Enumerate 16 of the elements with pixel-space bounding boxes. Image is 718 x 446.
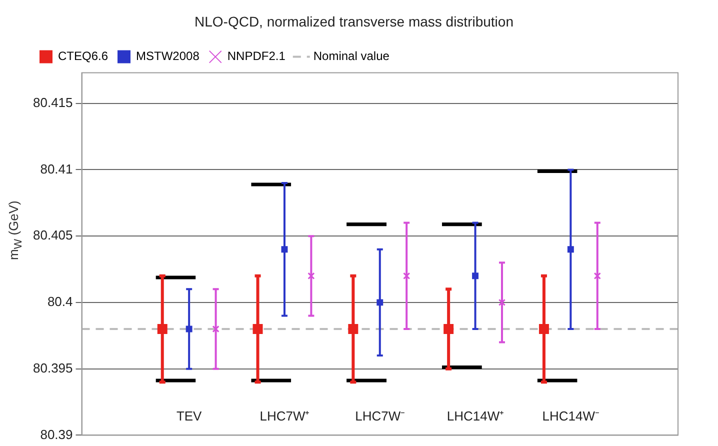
x-tick-label: LHC14W⁺ xyxy=(446,408,504,424)
legend-label: NNPDF2.1 xyxy=(227,49,286,64)
x-tick-label: LHC7W⁻ xyxy=(355,408,405,424)
y-tick-label: 80.39 xyxy=(40,426,73,442)
y-tick-label: 80.405 xyxy=(32,228,73,243)
x-tick-label: TEV xyxy=(176,408,202,424)
y-tick-label: 80.395 xyxy=(32,360,73,376)
y-tick-label: 80.4 xyxy=(47,294,73,310)
x-tick-label: LHC14W⁻ xyxy=(542,408,600,424)
y-tick-label: 80.41 xyxy=(40,161,73,176)
legend-label: CTEQ6.6 xyxy=(58,49,108,64)
legend-label: MSTW2008 xyxy=(136,49,200,64)
legend-label: Nominal value xyxy=(313,49,390,64)
y-tick-label: 80.415 xyxy=(32,94,73,110)
chart-title: NLO-QCD, normalized transverse mass distribution xyxy=(194,13,514,30)
x-tick-label: LHC7W⁺ xyxy=(260,408,310,424)
